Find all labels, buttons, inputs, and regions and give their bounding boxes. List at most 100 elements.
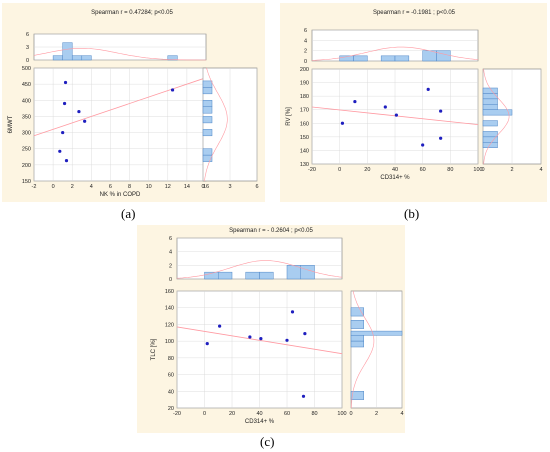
right-histogram-tick-label: 4 [400,411,403,417]
top-histogram-normal-curve [311,46,479,61]
regression-line [176,326,343,355]
y-tick-label: 400 [22,98,31,104]
y-tick-label: 150 [300,135,309,141]
y-tick-label: 250 [22,147,31,153]
scatter-point [439,109,443,113]
top-histogram-tick-label: 0 [169,277,172,283]
y-tick-label: 120 [165,322,174,328]
scatter-point [290,310,295,314]
top-histogram-normal-curve [33,48,206,61]
scatter-point [83,119,87,123]
scatter-point [63,80,68,85]
right-histogram-bar [202,116,213,124]
scatter-point [62,101,67,106]
scatter-point [77,109,81,114]
chart-panel-a: Spearman r = 0.47284; p<0.05 0 3 6 -2 0 2 4 6 8 10… [2,3,265,202]
y-tick-label: 160 [165,289,174,295]
right-histogram-bar [350,330,403,336]
top-histogram-bar [71,55,83,61]
scatter-point [248,335,252,339]
chart-title: Spearman r = -0.1981 ; p<0.05 [373,10,456,16]
right-histogram-bar [350,391,364,400]
y-axis-label: TLC [%] [151,338,157,360]
right-histogram-normal-curve [204,67,228,182]
right-histogram-tick-label: 0 [349,411,352,417]
top-histogram-bar [218,271,233,280]
scatter-point [301,394,306,398]
x-tick-label: 80 [311,411,317,417]
right-histogram-normal-curve [483,68,510,165]
scatter-point [259,337,263,341]
chart-panel-c: Spearman r = - 0.2604 ; p<0.05 0 2 4 6 -20 0 20… [137,225,405,433]
right-histogram-tick-label: 4 [539,167,542,173]
x-tick-label: -2 [32,184,37,190]
scatter-point [383,105,387,109]
right-histogram-bar [202,148,213,156]
top-histogram-tick-label: 6 [26,32,29,38]
x-tick-label: 8 [128,184,131,190]
x-tick-label: 20 [364,167,370,173]
y-tick-label: 80 [168,356,174,362]
y-tick-label: 100 [165,339,174,345]
x-tick-label: 2 [71,184,74,190]
top-histogram-tick-label: 6 [169,236,172,242]
x-tick-label: 60 [420,167,426,173]
y-tick-label: 190 [300,81,309,87]
top-histogram-bar [436,50,451,62]
scatter-point [218,324,222,328]
scatter-point [61,130,65,135]
scatter-point [285,338,289,342]
y-tick-label: 450 [22,82,31,88]
chart-title: Spearman r = - 0.2604 ; p<0.05 [229,228,313,234]
right-histogram-tick-label: 6 [255,184,258,190]
scatter-point [421,143,425,147]
chart-title: Spearman r = 0.47284; p<0.05 [91,10,173,16]
regression-line [33,77,207,137]
caption-c: (c) [260,434,275,449]
right-histogram-tick-label: 0 [481,167,484,173]
right-histogram-bar [482,93,498,100]
chart-b: Spearman r = -0.1981 ; p<0.05 0 2 4 6 -20 0 20 4… [286,10,543,181]
right-histogram-tick-label: 2 [510,167,513,173]
right-histogram-normal-curve [351,290,375,409]
x-tick-label: 0 [203,411,206,417]
top-histogram-tick-label: 0 [304,59,307,65]
right-histogram-bar [482,142,498,148]
scatter-point [205,342,209,346]
top-histogram-bar [62,42,73,61]
right-histogram-bar [482,104,498,110]
top-histogram-tick-label: 4 [169,250,172,256]
right-histogram-bar [202,87,213,95]
scatter-point [353,99,357,104]
y-tick-label: 150 [22,179,31,185]
x-tick-label: 6 [109,184,112,190]
x-tick-label: 100 [473,167,482,173]
right-histogram-tick-label: 2 [375,411,378,417]
y-tick-label: 180 [300,94,309,100]
top-histogram-bar [380,55,396,62]
x-tick-label: 60 [284,411,290,417]
scatter-point [394,113,398,117]
x-tick-label: 10 [146,184,152,190]
top-histogram-tick-label: 6 [304,28,307,34]
x-tick-label: -20 [173,411,181,417]
y-tick-label: 350 [22,114,31,120]
x-tick-label: 16 [203,184,209,190]
x-tick-label: 20 [229,411,235,417]
x-axis-label: CD314+ % [245,419,275,425]
x-tick-label: 12 [165,184,171,190]
x-tick-label: 100 [337,411,346,417]
chart-panel-b: Spearman r = -0.1981 ; p<0.05 0 2 4 6 -20 0 20 4… [280,3,547,202]
y-tick-label: 40 [168,389,174,395]
right-histogram-bar [202,80,213,88]
x-tick-label: -20 [308,167,316,173]
y-tick-label: 160 [300,121,309,127]
right-histogram-bar [482,120,498,127]
top-histogram-tick-label: 4 [304,38,307,44]
scatter-point [340,121,345,125]
scatter-point [170,88,175,92]
right-histogram-bar [482,131,498,138]
top-histogram-bar [245,271,260,280]
y-tick-label: 130 [300,162,309,168]
right-histogram-bar [202,154,213,162]
